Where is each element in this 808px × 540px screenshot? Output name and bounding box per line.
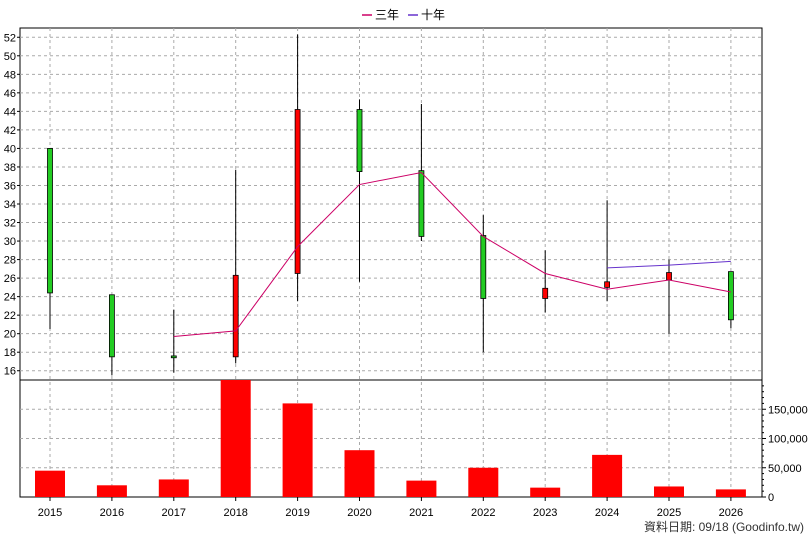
x-tick-label: 2026: [719, 507, 743, 519]
price-tick-label: 36: [4, 180, 16, 192]
candle-body-2018: [232, 274, 239, 358]
series-line-1: [607, 260, 731, 269]
x-tick-label: 2025: [657, 507, 681, 519]
grid: [20, 28, 762, 497]
price-tick-label: 24: [4, 292, 16, 304]
legend-label-3y: 三年: [375, 8, 399, 22]
price-tick-label: 34: [4, 199, 16, 211]
x-tick-label: 2016: [100, 507, 124, 519]
x-tick-label: 2019: [285, 507, 309, 519]
candle-body-2016: [109, 294, 115, 358]
price-tick-label: 40: [4, 143, 16, 155]
price-tick-label: 32: [4, 218, 16, 230]
candle-body-2022: [480, 235, 487, 299]
price-tick-label: 38: [4, 162, 16, 174]
x-tick-label: 2023: [533, 507, 557, 519]
series-line-0: [173, 171, 731, 337]
candle-body-2024: [604, 281, 610, 288]
price-tick-label: 28: [4, 255, 16, 267]
volume-tick-label: 50,000: [768, 463, 802, 475]
price-tick-label: 16: [4, 366, 16, 378]
legend: 三年 十年: [362, 8, 445, 22]
volume-bar-2026: [715, 489, 746, 497]
volume-bar-2021: [406, 480, 437, 497]
price-tick-label: 50: [4, 51, 16, 63]
price-tick-label: 42: [4, 125, 16, 137]
volume-axis: 0 50,000 100,000 150,000: [762, 385, 808, 504]
candle-body-2025: [666, 272, 672, 281]
x-tick-label: 2017: [162, 507, 186, 519]
x-tick-label: 2024: [595, 507, 619, 519]
x-tick-label: 2015: [38, 507, 62, 519]
price-tick-label: 22: [4, 310, 16, 322]
volume-tick-label: 150,000: [768, 404, 808, 416]
price-tick-label: 18: [4, 347, 16, 359]
volume-bar-2020: [344, 450, 375, 497]
candle-body-2026: [728, 271, 734, 321]
x-axis: 2015 2016 2017 2018 2019 2020 2021 2022 2023 2024…: [38, 497, 743, 519]
candle-body-2019: [294, 109, 301, 274]
candle-body-2023: [542, 287, 549, 299]
credit-text: 資料日期: 09/18 (Goodinfo.tw): [644, 520, 804, 534]
candle-body-2015: [47, 148, 53, 294]
candlesticks: [47, 34, 734, 376]
volume-bar-2022: [468, 467, 499, 497]
volume-bar-2018: [220, 380, 251, 497]
price-tick-label: 30: [4, 236, 16, 248]
price-tick-label: 46: [4, 88, 16, 100]
volume-bars: [35, 380, 746, 497]
volume-bar-2023: [530, 487, 561, 497]
x-tick-label: 2021: [409, 507, 433, 519]
volume-bar-2016: [96, 485, 127, 497]
candle-body-2017: [170, 355, 177, 359]
average-lines: [173, 171, 731, 337]
x-tick-label: 2022: [471, 507, 495, 519]
price-tick-label: 52: [4, 32, 16, 44]
candle-body-2020: [356, 109, 363, 172]
price-tick-label: 48: [4, 69, 16, 81]
price-tick-label: 44: [4, 106, 16, 118]
volume-bar-2025: [654, 486, 684, 497]
x-tick-label: 2020: [347, 507, 371, 519]
price-tick-label: 26: [4, 273, 16, 285]
volume-tick-label: 100,000: [768, 434, 808, 446]
volume-bar-2019: [282, 403, 313, 497]
price-axis: 16 18 20 22 24 26 28 30 32 34 36 38 40 42 44 46 48 50 52: [4, 32, 20, 378]
volume-bar-2024: [592, 454, 623, 497]
x-tick-label: 2018: [223, 507, 247, 519]
candle-body-2021: [418, 170, 425, 237]
volume-bar-2017: [158, 479, 189, 497]
legend-label-10y: 十年: [421, 8, 445, 22]
volume-bar-2015: [35, 470, 65, 497]
price-tick-label: 20: [4, 329, 16, 341]
volume-tick-label: 0: [768, 492, 774, 504]
